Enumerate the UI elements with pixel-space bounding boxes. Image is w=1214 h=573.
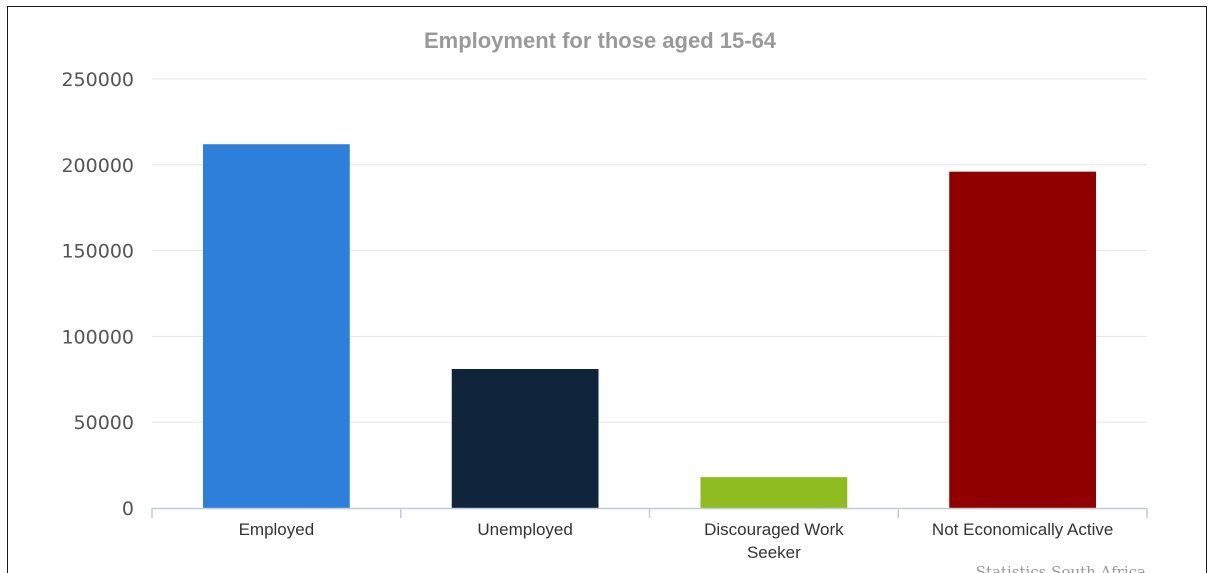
y-tick-label: 0 [122,498,134,520]
x-tick-label-line: Seeker [747,543,801,562]
y-tick-label: 250000 [61,69,134,91]
y-axis: 0 50000 100000 150000 200000 250000 [61,69,134,520]
x-tick-label-line: Employed [239,520,315,539]
x-tick-label: Not Economically Active [932,520,1113,539]
y-tick-label: 50000 [74,412,134,434]
bar-discouraged-work-seeker[interactable] [700,477,848,508]
x-tick-label: Discouraged Work Seeker [704,520,844,562]
y-tick-label: 200000 [61,155,134,177]
bar-unemployed[interactable] [451,369,599,508]
bars [202,144,1097,508]
x-tick-label-line: Unemployed [477,520,572,539]
x-tick-label-line: Discouraged Work [704,520,844,539]
y-tick-label: 100000 [61,326,134,348]
bar-employed[interactable] [202,144,350,508]
bar-not-economically-active[interactable] [949,171,1097,508]
x-axis: Employed Unemployed Discouraged Work Seeker… [151,507,1148,562]
x-tick-label-line: Not Economically Active [932,520,1113,539]
chart-credit[interactable]: Statistics South Africa [976,563,1146,573]
y-tick-label: 150000 [61,241,134,263]
x-tick-label: Employed [239,520,315,539]
chart-title: Employment for those aged 15-64 [424,28,777,53]
x-tick-label: Unemployed [477,520,572,539]
